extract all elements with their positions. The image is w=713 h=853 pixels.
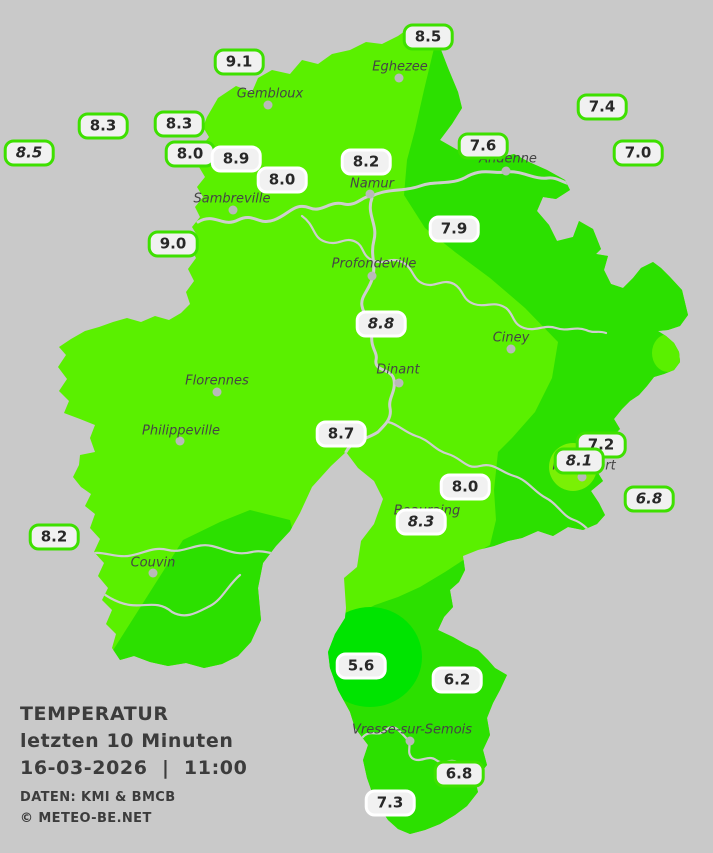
city-dot (394, 378, 404, 388)
city-dot (506, 344, 516, 354)
city-dot (263, 100, 273, 110)
city-label: Ciney (492, 330, 530, 346)
city-label: Florennes (185, 373, 249, 389)
station-badge: 9.0 (147, 230, 199, 258)
city-label: Sambreville (193, 191, 271, 207)
city-label: Vresse-sur-Semois (351, 722, 473, 738)
city-dot (501, 166, 511, 176)
station-badge: 7.9 (428, 215, 480, 243)
station-badge: 8.3 (77, 112, 129, 140)
station-badge: 8.9 (210, 145, 262, 173)
station-badge: 8.2 (340, 148, 392, 176)
city-label: Namur (350, 176, 394, 192)
map-subtitle: letzten 10 Minuten (20, 730, 234, 752)
station-badge: 8.1 (553, 447, 605, 475)
station-badge: 8.5 (402, 23, 454, 51)
station-badge: 8.2 (28, 523, 80, 551)
station-badge: 8.5 (3, 139, 55, 167)
city-label: Couvin (130, 555, 176, 571)
city-label: Eghezee (372, 59, 428, 75)
map-title: TEMPERATUR (20, 703, 169, 725)
station-badge: 8.3 (395, 508, 447, 536)
station-badge: 7.6 (457, 132, 509, 160)
city-label: Gembloux (236, 86, 304, 102)
station-badge: 7.4 (576, 93, 628, 121)
city-dot (365, 189, 375, 199)
station-badge: 6.8 (433, 760, 485, 788)
station-badge: 7.3 (364, 789, 416, 817)
river-meuse-south (344, 196, 396, 454)
city-dot (405, 736, 415, 746)
city-dot (394, 73, 404, 83)
station-badge: 6.8 (623, 485, 675, 513)
city-dot (175, 436, 185, 446)
city-label: Profondeville (331, 256, 417, 272)
copyright: © METEO-BE.NET (20, 811, 152, 826)
station-badge: 8.8 (355, 310, 407, 338)
station-badge: 9.1 (213, 48, 265, 76)
station-badge: 8.7 (315, 420, 367, 448)
river-bocq (300, 214, 608, 335)
station-badge: 8.0 (439, 473, 491, 501)
station-badge: 5.6 (335, 652, 387, 680)
data-source: DATEN: KMI & BMCB (20, 790, 176, 805)
city-dot (212, 387, 222, 397)
station-badge: 8.3 (153, 110, 205, 138)
east-mild-spot (652, 334, 684, 372)
station-badge: 7.0 (612, 139, 664, 167)
river-viroin (90, 573, 242, 617)
map-datetime: 16-03-2026 | 11:00 (20, 757, 248, 779)
city-dot (367, 271, 377, 281)
station-badge: 8.0 (164, 140, 216, 168)
legend-block: TEMPERATUR letzten 10 Minuten 16-03-2026… (20, 701, 247, 829)
station-badge: 6.2 (431, 666, 483, 694)
city-dot (577, 472, 587, 482)
city-dot (228, 205, 238, 215)
city-label: Dinant (376, 362, 420, 378)
river-eau-noire (81, 544, 292, 558)
station-badge: 8.0 (256, 166, 308, 194)
city-dot (148, 568, 158, 578)
river-lesse (386, 420, 606, 547)
city-label: Philippeville (142, 423, 220, 439)
